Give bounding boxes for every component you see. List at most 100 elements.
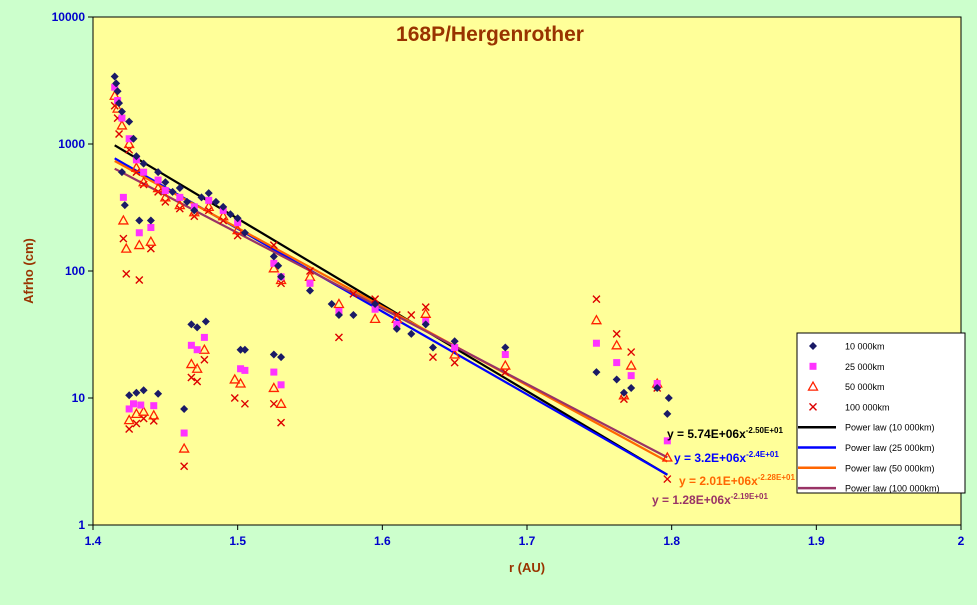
data-point-series-1 [334, 311, 343, 320]
data-point-series-3 [625, 359, 637, 370]
chart-title: 168P/Hergenrother [396, 23, 584, 46]
y-tick-label: 10000 [52, 10, 86, 24]
data-point-series-1 [407, 329, 416, 338]
data-point-series-4 [125, 425, 134, 433]
data-point-series-1 [592, 368, 601, 377]
data-point-series-3 [229, 373, 241, 384]
data-point-series-1 [115, 99, 124, 108]
data-point-series-1 [211, 197, 220, 206]
data-point-series-4 [132, 419, 141, 428]
data-point-series-3 [369, 313, 381, 323]
fit-line-4 [114, 167, 668, 459]
data-point-series-3 [159, 191, 171, 202]
data-point-series-4 [200, 355, 209, 364]
data-point-series-1 [240, 345, 249, 354]
legend-marker [809, 362, 817, 370]
data-point-series-3 [198, 343, 211, 354]
data-point-series-2 [592, 339, 600, 347]
data-point-series-1 [193, 323, 202, 332]
data-point-series-3 [661, 451, 673, 462]
legend-label: 10 000km [845, 342, 885, 352]
data-point-series-3 [145, 235, 157, 246]
data-point-series-2 [270, 368, 278, 376]
x-tick-label: 2 [958, 534, 965, 548]
fit-equation-exponent: -2.50E+01 [746, 426, 784, 435]
data-point-series-2 [176, 193, 184, 201]
data-point-series-2 [161, 187, 169, 195]
data-point-series-2 [119, 193, 127, 201]
legend-marker [807, 380, 819, 391]
data-point-series-4 [180, 462, 189, 471]
data-point-series-1 [125, 391, 134, 400]
data-point-series-2 [125, 135, 133, 143]
data-point-series-1 [183, 197, 192, 206]
legend-box [796, 332, 966, 494]
data-point-series-1 [180, 404, 189, 413]
data-point-series-4 [407, 311, 416, 320]
data-point-series-1 [117, 168, 126, 177]
fit-equation-base: y = 3.2E+06x [674, 451, 746, 465]
data-point-series-1 [306, 286, 314, 295]
data-point-series-2 [663, 437, 671, 445]
fit-equation-base: y = 5.74E+06x [667, 427, 746, 441]
data-point-series-4 [135, 275, 144, 284]
data-point-series-1 [664, 394, 673, 402]
data-point-series-1 [132, 152, 141, 161]
data-point-series-1 [139, 386, 148, 395]
data-point-series-4 [269, 241, 278, 250]
data-point-series-4 [450, 358, 459, 367]
y-axis-title: Afrho (cm) [21, 238, 36, 304]
data-point-series-1 [627, 383, 636, 392]
data-point-series-2 [270, 259, 278, 267]
data-point-series-4 [119, 234, 128, 243]
data-point-series-4 [627, 348, 636, 357]
data-point-series-1 [421, 320, 430, 329]
data-point-series-2 [114, 97, 122, 105]
data-point-series-1 [371, 299, 380, 308]
data-point-series-1 [154, 389, 163, 398]
data-point-series-4 [115, 129, 124, 138]
data-point-series-4 [146, 244, 155, 253]
fit-equation-base: y = 1.28E+06x [652, 493, 731, 507]
data-point-series-2 [154, 176, 162, 184]
data-point-series-3 [185, 358, 197, 369]
data-point-series-3 [152, 182, 164, 193]
data-point-series-3 [123, 138, 135, 149]
data-point-series-3 [268, 382, 280, 393]
data-point-series-3 [116, 119, 128, 130]
data-point-series-4 [663, 475, 672, 484]
data-point-series-2 [237, 365, 245, 373]
data-point-series-2 [501, 351, 509, 359]
data-point-series-3 [123, 414, 135, 425]
fit-equations: y = 5.74E+06x-2.50E+01 y = 3.2E+06x-2.4E+… [652, 426, 795, 507]
fit-equation-1: y = 5.74E+06x-2.50E+01 [667, 426, 783, 441]
data-point-series-1 [187, 320, 196, 329]
y-tick-label: 10 [72, 391, 86, 405]
data-point-series-4 [612, 329, 621, 338]
data-point-series-2 [125, 405, 133, 413]
data-point-series-2 [371, 305, 379, 313]
data-point-series-3 [499, 359, 511, 370]
data-point-series-4 [592, 295, 601, 304]
data-point-series-3 [111, 102, 124, 113]
x-axis-title: r (AU) [509, 560, 545, 575]
legend-label: 100 000km [845, 402, 890, 412]
data-point-series-1 [277, 353, 286, 362]
data-point-series-2 [306, 279, 314, 287]
data-point-series-1 [139, 159, 148, 168]
data-point-series-3 [234, 377, 247, 388]
data-point-series-2 [135, 229, 143, 237]
data-point-series-2 [137, 401, 145, 409]
data-point-series-1 [274, 261, 283, 270]
fit-equation-exponent: -2.4E+01 [746, 450, 779, 459]
data-point-series-3 [449, 348, 461, 359]
x-tick-label: 1.6 [374, 534, 391, 548]
data-point-series-1 [269, 252, 278, 261]
data-point-series-1 [113, 87, 122, 96]
data-point-series-1 [132, 388, 141, 397]
data-point-series-4 [428, 353, 437, 362]
data-point-series-1 [236, 345, 245, 354]
data-point-series-1 [168, 187, 177, 196]
axes: 1.4 1.5 1.6 1.7 1.8 1.9 2 1 10 100 1000 10000 [52, 10, 965, 548]
data-point-series-2 [627, 372, 635, 380]
